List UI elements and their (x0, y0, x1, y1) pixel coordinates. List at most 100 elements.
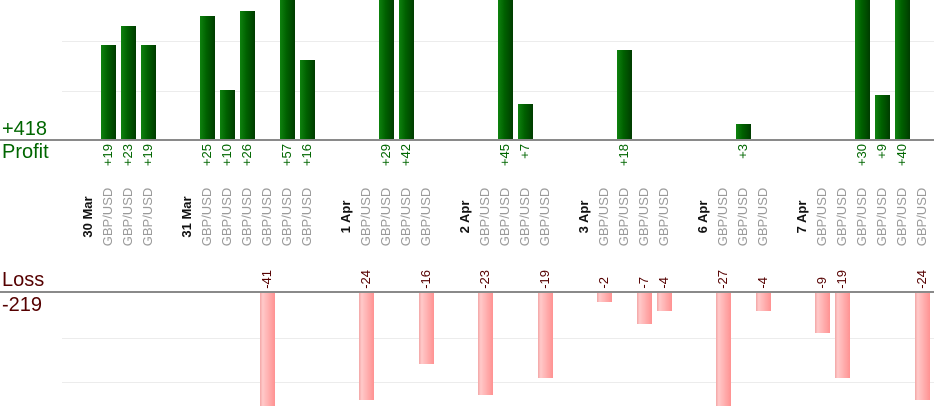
trade-symbol-label: GBP/USD (378, 187, 393, 247)
loss-chart-plot (0, 293, 934, 406)
profit-bar (101, 45, 116, 139)
loss-gridline (62, 382, 934, 383)
trade-symbol-label: GBP/USD (894, 187, 909, 247)
profit-value-label: +57 (279, 144, 294, 167)
loss-value-label: -24 (358, 270, 373, 289)
profit-axis-line (0, 139, 934, 141)
profit-value-label: +40 (894, 144, 909, 167)
trade-symbol-label: GBP/USD (279, 187, 294, 247)
trade-symbol-label: GBP/USD (299, 187, 314, 247)
trade-symbol-label: GBP/USD (358, 187, 373, 247)
trade-symbol-label: GBP/USD (537, 187, 552, 247)
loss-bar (915, 293, 930, 400)
loss-value-label: -2 (596, 277, 611, 289)
trade-symbol-label: GBP/USD (755, 187, 770, 247)
loss-value-label: -7 (636, 277, 651, 289)
loss-value-label: -16 (418, 270, 433, 289)
profit-bar (875, 95, 890, 139)
loss-axis-line (0, 291, 934, 293)
trade-symbol-label: GBP/USD (874, 187, 889, 247)
profit-bar (498, 0, 513, 139)
loss-value-label: -27 (715, 270, 730, 289)
profit-value-label: +10 (219, 144, 234, 167)
loss-gridline (62, 338, 934, 339)
profit-value-label: +23 (120, 144, 135, 167)
loss-value-label: -19 (834, 270, 849, 289)
trade-symbol-label: GBP/USD (854, 187, 869, 247)
loss-bar (815, 293, 830, 333)
trade-symbol-label: GBP/USD (140, 187, 155, 247)
trade-symbol-label: GBP/USD (239, 187, 254, 247)
profit-bar (379, 0, 394, 139)
loss-bar (657, 293, 672, 311)
profit-bar (736, 124, 751, 139)
trade-symbol-label: GBP/USD (259, 187, 274, 247)
trade-date-label: 30 Mar (80, 196, 95, 238)
profit-axis-label: Profit (2, 141, 49, 163)
profit-bar (141, 45, 156, 139)
trade-symbol-label: GBP/USD (914, 187, 929, 247)
loss-value-label: -23 (477, 270, 492, 289)
profit-value-label: +45 (497, 144, 512, 167)
profit-value-label: +19 (140, 144, 155, 167)
trade-date-label: 3 Apr (576, 200, 591, 234)
profit-bar (121, 26, 136, 139)
profit-bar (855, 0, 870, 139)
trade-symbol-label: GBP/USD (656, 187, 671, 247)
trade-symbol-label: GBP/USD (219, 187, 234, 247)
loss-bar (478, 293, 493, 395)
loss-bar (419, 293, 434, 364)
trade-symbol-label: GBP/USD (834, 187, 849, 247)
profit-value-label: +18 (616, 144, 631, 167)
profit-value-label: +26 (239, 144, 254, 167)
trade-date-label: 2 Apr (457, 200, 472, 234)
loss-bar (359, 293, 374, 400)
profit-value-label: +7 (517, 144, 532, 159)
trade-symbol-label: GBP/USD (517, 187, 532, 247)
trade-symbol-label: GBP/USD (398, 187, 413, 247)
trade-symbol-label: GBP/USD (616, 187, 631, 247)
trade-date-label: 31 Mar (179, 196, 194, 238)
profit-value-label: +16 (299, 144, 314, 167)
profit-bar (280, 0, 295, 139)
loss-value-label: -19 (537, 270, 552, 289)
trade-symbol-label: GBP/USD (735, 187, 750, 247)
trade-symbol-label: GBP/USD (636, 187, 651, 247)
loss-value-label: -24 (914, 270, 929, 289)
trade-symbol-label: GBP/USD (120, 187, 135, 247)
profit-total: +418 (2, 118, 48, 140)
profit-value-label: +3 (735, 144, 750, 159)
profit-value-label: +19 (100, 144, 115, 167)
loss-bar (756, 293, 771, 311)
loss-bar (597, 293, 612, 302)
loss-axis-label: Loss (2, 269, 45, 291)
trade-symbol-label: GBP/USD (497, 187, 512, 247)
profit-bar (240, 11, 255, 139)
trade-symbol-label: GBP/USD (596, 187, 611, 247)
trade-symbol-label: GBP/USD (814, 187, 829, 247)
loss-bar (637, 293, 652, 324)
profit-bar (895, 0, 910, 139)
loss-bar (835, 293, 850, 378)
loss-total: -219 (2, 294, 43, 316)
profit-bar (200, 16, 215, 139)
profit-value-label: +9 (874, 144, 889, 159)
trade-symbol-label: GBP/USD (715, 187, 730, 247)
loss-bar (538, 293, 553, 378)
trade-symbol-label: GBP/USD (418, 187, 433, 247)
loss-value-label: -4 (755, 277, 770, 289)
loss-bar (260, 293, 275, 406)
loss-value-label: -9 (814, 277, 829, 289)
profit-bar (518, 104, 533, 139)
profit-value-label: +42 (398, 144, 413, 167)
trade-date-label: 1 Apr (338, 200, 353, 234)
loss-value-label: -4 (656, 277, 671, 289)
profit-value-label: +25 (199, 144, 214, 167)
profit-value-label: +30 (854, 144, 869, 167)
profit-chart-plot (0, 0, 934, 139)
trade-date-label: 6 Apr (695, 200, 710, 234)
trade-symbol-label: GBP/USD (199, 187, 214, 247)
profit-bar (399, 0, 414, 139)
trade-date-label: 7 Apr (794, 200, 809, 234)
profit-bar (220, 90, 235, 139)
